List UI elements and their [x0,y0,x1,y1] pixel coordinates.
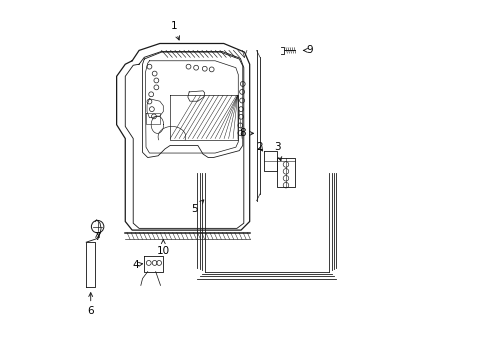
Text: 8: 8 [239,129,253,138]
Text: 2: 2 [256,142,263,152]
Text: 4: 4 [132,260,142,270]
Text: 10: 10 [156,240,169,256]
Text: 1: 1 [170,21,179,40]
Text: 7: 7 [94,232,101,242]
Text: 5: 5 [191,200,203,214]
Text: 6: 6 [87,293,94,316]
Text: 3: 3 [273,142,281,161]
Text: 9: 9 [303,45,313,55]
